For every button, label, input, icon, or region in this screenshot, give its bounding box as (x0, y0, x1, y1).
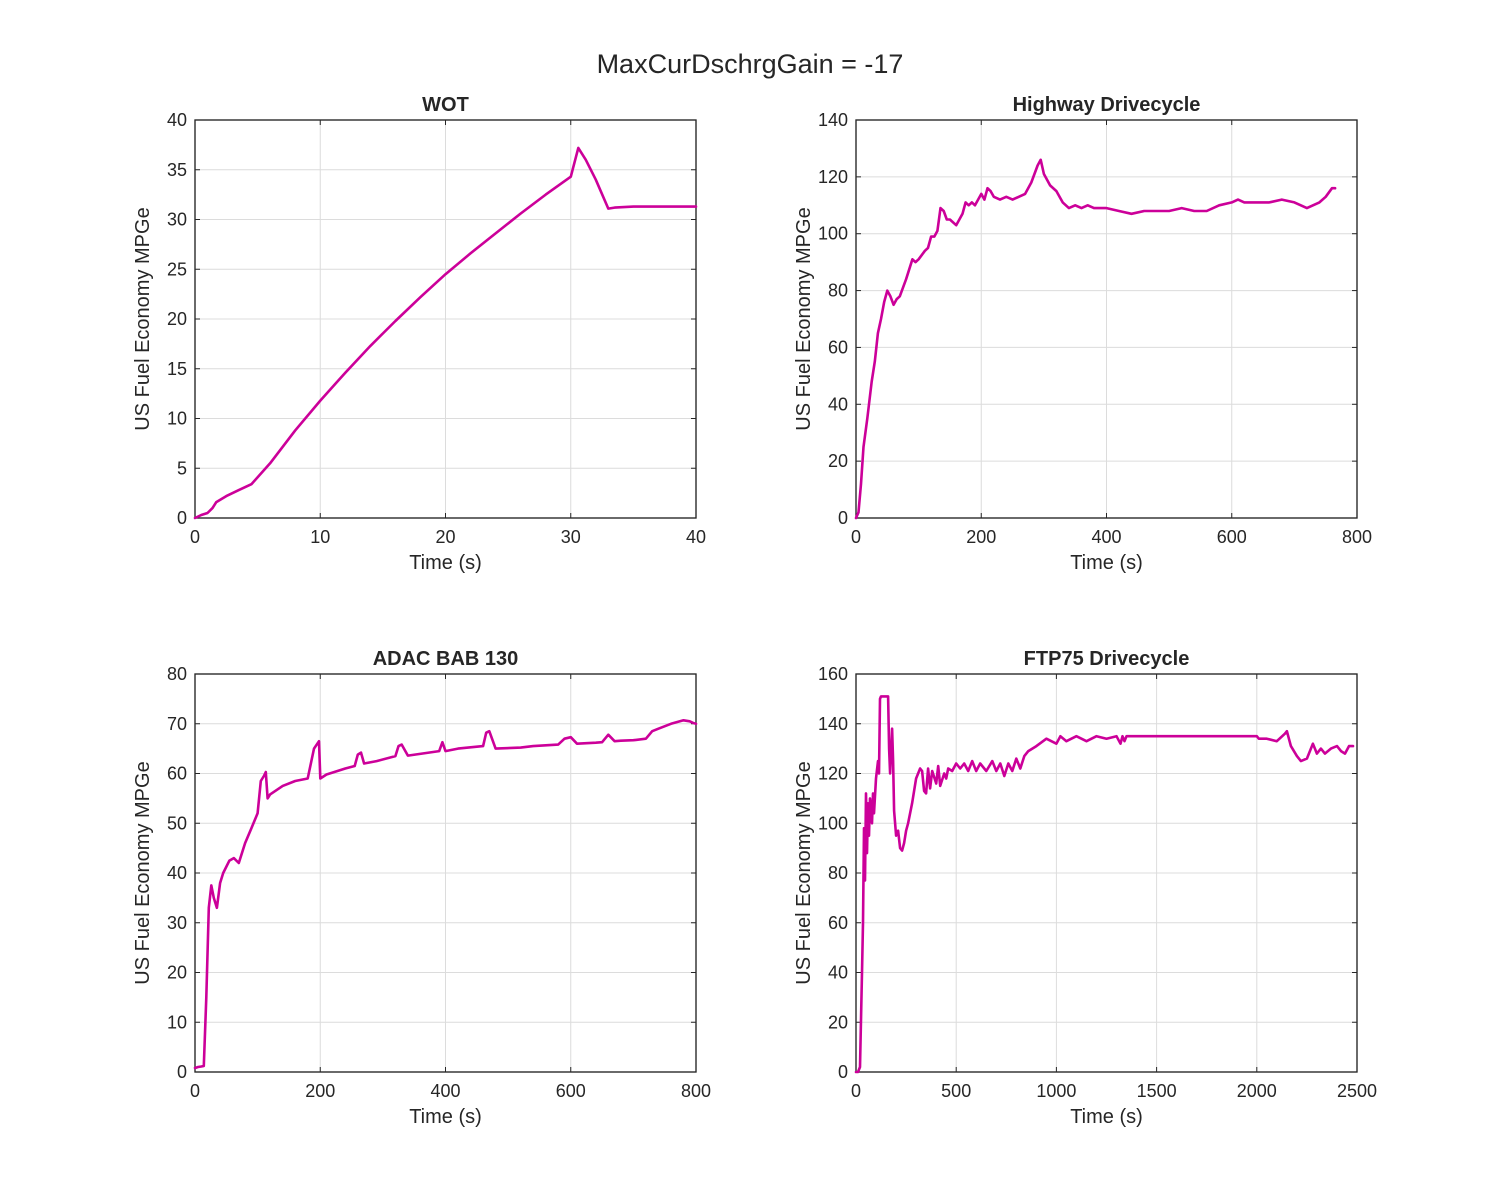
x-tick-label: 0 (190, 1081, 200, 1101)
x-tick-label: 2500 (1337, 1081, 1377, 1101)
series-line-highway (854, 158, 1337, 520)
y-tick-label: 140 (818, 714, 848, 734)
subplot-title-highway: Highway Drivecycle (1013, 94, 1201, 116)
y-tick-label: 160 (818, 664, 848, 684)
subplot-adac: 0 200 400 600 800 0 10 20 30 40 50 60 70 80 ADAC BAB 1… (132, 648, 711, 1128)
x-tick-label: 200 (305, 1081, 335, 1101)
series-line-adac (193, 718, 698, 1070)
y-tick-label: 25 (167, 259, 187, 279)
y-tick-label: 30 (167, 210, 187, 230)
y-tick-label: 20 (167, 963, 187, 983)
x-tick-label: 800 (1342, 527, 1372, 547)
y-tick-label: 120 (818, 167, 848, 187)
y-axis-label-adac: US Fuel Economy MPGe (132, 761, 154, 984)
x-tick-label: 500 (941, 1081, 971, 1101)
subplot-wot: 0 10 20 30 40 0 5 10 15 20 25 30 35 40 WOT Time (s) US F… (132, 94, 706, 574)
y-tick-label: 60 (828, 337, 848, 357)
subplot-title-ftp75: FTP75 Drivecycle (1024, 648, 1190, 670)
y-tick-label: 60 (167, 764, 187, 784)
y-tick-label: 40 (828, 394, 848, 414)
y-axis-label-highway: US Fuel Economy MPGe (793, 207, 815, 430)
x-tick-label: 10 (310, 527, 330, 547)
figure-suptitle: MaxCurDschrgGain = -17 (597, 49, 904, 79)
subplot-highway: 0 200 400 600 800 0 20 40 60 80 100 120 140 Highway D… (793, 94, 1372, 574)
x-axis-label-highway: Time (s) (1070, 552, 1143, 574)
y-tick-label: 15 (167, 359, 187, 379)
y-tick-label: 5 (177, 458, 187, 478)
x-tick-label: 600 (1217, 527, 1247, 547)
y-tick-label: 35 (167, 160, 187, 180)
x-axis-label-adac: Time (s) (409, 1106, 482, 1128)
x-tick-label: 0 (190, 527, 200, 547)
y-tick-label: 140 (818, 110, 848, 130)
x-tick-label: 0 (851, 527, 861, 547)
y-tick-label: 50 (167, 813, 187, 833)
y-tick-label: 80 (828, 281, 848, 301)
y-tick-label: 40 (167, 110, 187, 130)
x-tick-label: 40 (686, 527, 706, 547)
y-tick-label: 100 (818, 813, 848, 833)
y-tick-label: 120 (818, 764, 848, 784)
y-tick-label: 100 (818, 224, 848, 244)
x-tick-label: 200 (966, 527, 996, 547)
x-tick-label: 2000 (1237, 1081, 1277, 1101)
x-tick-label: 400 (1091, 527, 1121, 547)
subplot-title-adac: ADAC BAB 130 (373, 648, 519, 670)
y-tick-label: 0 (177, 1062, 187, 1082)
axes-frame-adac (194, 673, 697, 1073)
x-tick-label: 0 (851, 1081, 861, 1101)
subplot-ftp75: 0 500 1000 1500 2000 2500 0 20 40 60 80 100 120 140 16… (793, 648, 1377, 1128)
x-axis-label-ftp75: Time (s) (1070, 1106, 1143, 1128)
x-tick-label: 1000 (1036, 1081, 1076, 1101)
axes-frame-wot (194, 119, 697, 519)
y-tick-label: 70 (167, 714, 187, 734)
y-tick-label: 0 (177, 508, 187, 528)
y-tick-label: 0 (838, 1062, 848, 1082)
y-tick-label: 20 (828, 1012, 848, 1032)
y-tick-label: 30 (167, 913, 187, 933)
x-tick-label: 400 (430, 1081, 460, 1101)
y-axis-label-ftp75: US Fuel Economy MPGe (793, 761, 815, 984)
y-tick-label: 20 (167, 309, 187, 329)
y-tick-label: 40 (828, 963, 848, 983)
y-tick-label: 80 (828, 863, 848, 883)
series-line-ftp75 (854, 695, 1355, 1074)
y-tick-label: 10 (167, 409, 187, 429)
x-tick-label: 20 (435, 527, 455, 547)
y-tick-label: 20 (828, 451, 848, 471)
y-tick-label: 10 (167, 1012, 187, 1032)
series-line-wot (193, 146, 698, 520)
y-tick-label: 80 (167, 664, 187, 684)
y-tick-label: 40 (167, 863, 187, 883)
axes-frame-ftp75 (855, 673, 1358, 1073)
subplot-title-wot: WOT (422, 94, 469, 116)
x-tick-label: 800 (681, 1081, 711, 1101)
y-axis-label-wot: US Fuel Economy MPGe (132, 207, 154, 430)
x-tick-label: 1500 (1137, 1081, 1177, 1101)
x-tick-label: 600 (556, 1081, 586, 1101)
y-tick-label: 0 (838, 508, 848, 528)
x-tick-label: 30 (561, 527, 581, 547)
axes-frame-highway (855, 119, 1358, 519)
y-tick-label: 60 (828, 913, 848, 933)
x-axis-label-wot: Time (s) (409, 552, 482, 574)
